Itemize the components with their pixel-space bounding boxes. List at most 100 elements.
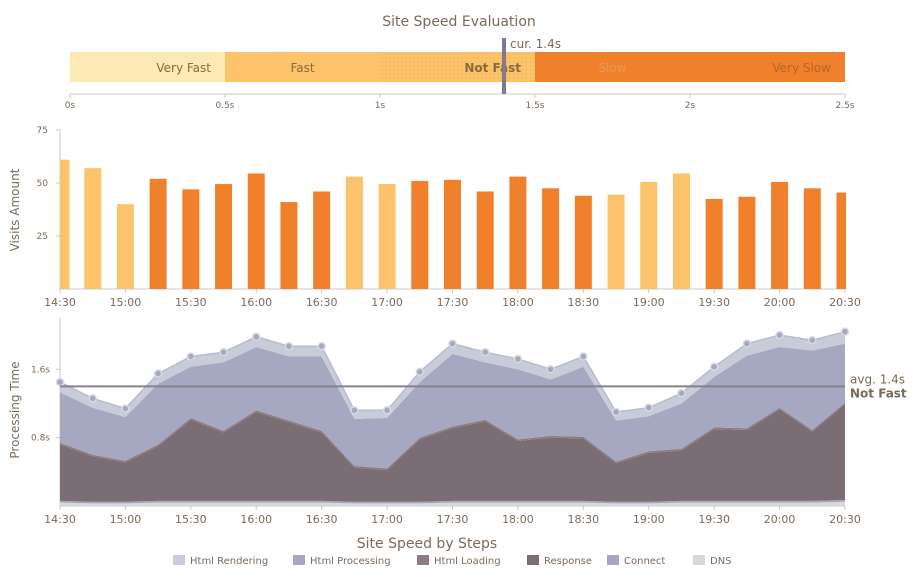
range-band-texture (380, 52, 535, 82)
visits-bar-19 (672, 173, 690, 289)
processing-x-tick-label-10: 19:30 (698, 513, 730, 526)
processing-time-area-chart: Processing Time 0.8s 1.6s 14:30 15:00 15:30 1… (8, 318, 907, 552)
area-top-point-5 (219, 347, 228, 357)
area-top-point-6 (252, 332, 261, 342)
area-top-point-15 (546, 365, 555, 374)
visits-bar-5 (215, 184, 233, 289)
area-series-response (60, 404, 845, 502)
visits-bars (60, 159, 846, 289)
visits-x-tick-label-2: 15:30 (175, 296, 207, 309)
area-top-point-4 (186, 352, 196, 361)
processing-x-tick-label-9: 19:00 (633, 513, 665, 526)
legend-label-4: Connect (624, 556, 665, 567)
range-tick-label-4: 2s (685, 101, 696, 111)
area-top-point-1 (88, 394, 97, 403)
legend-swatch-0 (173, 555, 185, 565)
processing-x-tick-label-2: 15:30 (175, 513, 207, 526)
visits-x-tick-label-7: 18:00 (502, 296, 534, 309)
visits-bar-0 (60, 159, 70, 289)
legend-swatch-2 (417, 555, 429, 565)
area-top-point-14 (513, 354, 523, 364)
visits-bar-23 (803, 188, 821, 289)
visits-bar-2 (116, 204, 134, 289)
range-tick-label-5: 2.5s (835, 101, 854, 111)
range-label-4: Very Slow (772, 61, 831, 75)
legend-label-5: DNS (710, 556, 732, 567)
steps-chart-title: Site Speed by Steps (357, 536, 497, 552)
area-series-html-rendering (60, 331, 845, 421)
area-top-point-19 (677, 388, 686, 398)
legend-label-0: Html Rendering (190, 556, 268, 567)
visits-bar-9 (345, 176, 363, 289)
visits-bar-20 (705, 198, 723, 289)
range-band-3 (535, 52, 690, 82)
visits-bar-16 (574, 195, 592, 289)
visits-x-tick-label-1: 15:00 (110, 296, 142, 309)
legend-label-3: Response (544, 556, 592, 567)
visits-bar-8 (313, 191, 331, 289)
visits-x-tick-label-0: 14:30 (44, 296, 76, 309)
processing-x-tick-label-12: 20:30 (829, 513, 861, 526)
visits-x-tick-label-3: 16:00 (240, 296, 272, 309)
legend-swatch-1 (293, 555, 305, 565)
area-top-point-12 (448, 339, 457, 348)
visits-y-tick-label-2: 75 (37, 126, 48, 136)
visits-y-tick-label-1: 50 (37, 179, 49, 189)
processing-time-areas (55, 327, 850, 506)
visits-bar-18 (640, 181, 658, 289)
visits-x-tick-label-9: 19:00 (633, 296, 665, 309)
visits-y-tick-label-0: 25 (37, 232, 48, 242)
processing-x-tick-label-7: 18:00 (502, 513, 534, 526)
range-tick-label-1: 0.5s (215, 101, 234, 111)
area-top-point-24 (840, 327, 850, 336)
range-axis: 0s 0.5s 1s 1.5s 2s 2.5s (65, 93, 855, 111)
legend-swatch-3 (527, 555, 539, 565)
range-bands: Very Fast Fast Not Fast Slow Very Slow (70, 52, 845, 82)
visits-bar-24 (836, 192, 846, 289)
legend-swatch-4 (607, 555, 619, 565)
visits-x-tick-label-12: 20:30 (829, 296, 861, 309)
range-tick-label-2: 1s (375, 101, 386, 111)
visits-x-tick-label-11: 20:00 (764, 296, 796, 309)
processing-x-tick-label-3: 16:00 (240, 513, 272, 526)
visits-bar-12 (444, 179, 461, 289)
range-band-4 (690, 52, 845, 82)
area-top-point-23 (808, 335, 817, 345)
visits-bar-4 (182, 189, 200, 289)
speed-range-chart: Site Speed Evaluation Very Fast Fast Not F… (65, 14, 855, 111)
processing-time-axis-label: Processing Time (8, 361, 22, 458)
visits-x-tick-label-10: 19:30 (698, 296, 730, 309)
legend-swatch-5 (693, 555, 705, 565)
legend-label-1: Html Processing (310, 556, 391, 567)
area-top-point-21 (742, 339, 752, 348)
average-value-label: avg. 1.4s (850, 372, 905, 386)
processing-y-tick-label-1: 1.6s (31, 365, 50, 375)
visits-bar-3 (149, 178, 167, 289)
area-top-point-10 (382, 406, 392, 415)
area-top-point-11 (415, 367, 425, 377)
range-label-1: Fast (290, 61, 314, 75)
processing-x-tick-label-11: 20:00 (764, 513, 796, 526)
visits-x-tick-label-5: 17:00 (371, 296, 403, 309)
area-top-point-13 (480, 347, 490, 357)
current-speed-marker: cur. 1.4s (502, 37, 561, 94)
visits-x-tick-label-4: 16:30 (306, 296, 338, 309)
range-band-0 (70, 52, 225, 82)
visits-bar-17 (607, 194, 625, 289)
processing-y-tick-label-0: 0.8s (31, 434, 50, 444)
visits-bar-14 (509, 176, 527, 289)
visits-bar-22 (771, 181, 789, 289)
processing-x-tick-label-6: 17:30 (437, 513, 469, 526)
area-top-point-0 (55, 377, 65, 387)
visits-bar-7 (280, 202, 298, 289)
range-label-3: Slow (598, 61, 626, 75)
area-top-point-2 (121, 404, 130, 413)
visits-x-tick-label-6: 17:30 (437, 296, 469, 309)
visits-bar-21 (738, 196, 756, 289)
visits-axis-label: Visits Amount (8, 168, 22, 251)
processing-x-tick-label-1: 15:00 (110, 513, 142, 526)
range-label-2: Not Fast (464, 61, 521, 75)
visits-bar-10 (378, 184, 396, 289)
processing-x-tick-label-5: 17:00 (371, 513, 403, 526)
